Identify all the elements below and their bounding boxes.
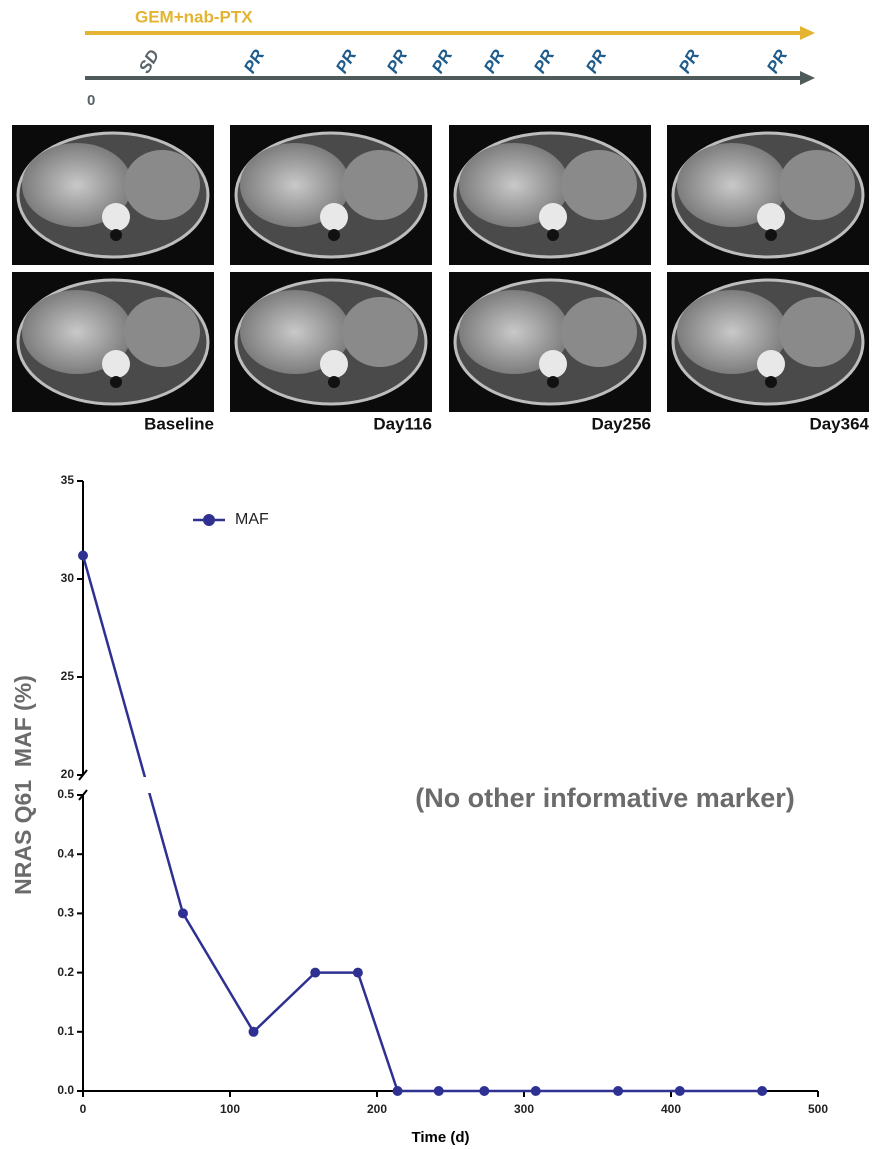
spinal-canal xyxy=(765,376,777,388)
data-point xyxy=(393,1086,403,1096)
y-tick-label: 0.4 xyxy=(57,846,74,860)
response-label: PR xyxy=(332,46,361,77)
organ xyxy=(342,297,418,367)
figure: GEM+nab-PTX 0 SD PR PR PR PR PR PR PR PR PR Basel… xyxy=(0,0,879,1149)
image-label: Day256 xyxy=(591,414,651,433)
spinal-canal xyxy=(765,229,777,241)
chart: 0.0 0.1 0.2 0.3 0.4 0.5 20 25 30 35 0 100 200 300 400 5… xyxy=(10,473,828,1146)
treatment-label: GEM+nab-PTX xyxy=(135,7,253,26)
response-label: PR xyxy=(383,46,412,77)
vertebra xyxy=(102,350,130,378)
response-label: PR xyxy=(428,46,457,77)
organ xyxy=(342,150,418,220)
timeline-labels: SD PR PR PR PR PR PR PR PR PR xyxy=(135,46,792,77)
vertebra xyxy=(757,203,785,231)
x-tick-label: 0 xyxy=(80,1102,87,1116)
legend-label: MAF xyxy=(235,511,269,528)
vertebra xyxy=(757,350,785,378)
data-point xyxy=(531,1086,541,1096)
y-axis-label: NRAS Q61 MAF (%) xyxy=(10,675,36,895)
response-label: PR xyxy=(675,46,704,77)
arrowhead xyxy=(800,71,815,85)
annotation: (No other informative marker) xyxy=(415,783,795,813)
y-tick-label: 25 xyxy=(61,669,75,683)
y-tick-label: 20 xyxy=(61,767,75,781)
image-label: Day364 xyxy=(809,414,869,433)
data-point xyxy=(479,1086,489,1096)
organ xyxy=(124,150,200,220)
image-label: Baseline xyxy=(144,414,214,433)
response-label: PR xyxy=(480,46,509,77)
arrowhead xyxy=(800,26,815,40)
legend-marker xyxy=(203,514,215,526)
data-point xyxy=(434,1086,444,1096)
response-label: PR xyxy=(530,46,559,77)
vertebra xyxy=(320,350,348,378)
data-point xyxy=(353,968,363,978)
response-label: PR xyxy=(582,46,611,77)
response-label: SD xyxy=(135,47,163,77)
y-tick-label: 0.1 xyxy=(57,1024,74,1038)
spinal-canal xyxy=(547,376,559,388)
data-line xyxy=(83,555,762,1091)
x-tick-label: 400 xyxy=(661,1102,681,1116)
response-label: PR xyxy=(240,46,269,77)
organ xyxy=(779,150,855,220)
y-tick-label: 0.2 xyxy=(57,965,74,979)
vertebra xyxy=(539,203,567,231)
organ xyxy=(779,297,855,367)
x-tick-label: 200 xyxy=(367,1102,387,1116)
y-tick-label: 0.5 xyxy=(57,787,74,801)
spinal-canal xyxy=(328,376,340,388)
data-point xyxy=(249,1027,259,1037)
organ xyxy=(561,297,637,367)
break-gap xyxy=(130,777,170,793)
ct-images: Baseline Day116 Day256 Day364 xyxy=(12,125,870,433)
y-tick-label: 0.0 xyxy=(57,1083,74,1097)
spinal-canal xyxy=(547,229,559,241)
x-axis-label: Time (d) xyxy=(411,1129,469,1146)
x-tick-label: 300 xyxy=(514,1102,534,1116)
vertebra xyxy=(539,350,567,378)
spinal-canal xyxy=(110,376,122,388)
organ xyxy=(561,150,637,220)
data-point xyxy=(310,968,320,978)
vertebra xyxy=(102,203,130,231)
timeline-start: 0 xyxy=(87,92,95,109)
data-point xyxy=(613,1086,623,1096)
x-tick-label: 500 xyxy=(808,1102,828,1116)
data-point xyxy=(178,908,188,918)
y-tick-label: 30 xyxy=(61,571,75,585)
y-tick-label: 0.3 xyxy=(57,906,74,920)
data-point xyxy=(757,1086,767,1096)
data-point xyxy=(675,1086,685,1096)
spinal-canal xyxy=(110,229,122,241)
spinal-canal xyxy=(328,229,340,241)
vertebra xyxy=(320,203,348,231)
response-label: PR xyxy=(763,46,792,77)
y-tick-label: 35 xyxy=(61,473,75,487)
image-label: Day116 xyxy=(373,414,432,433)
x-tick-label: 100 xyxy=(220,1102,240,1116)
organ xyxy=(124,297,200,367)
data-point xyxy=(78,550,88,560)
